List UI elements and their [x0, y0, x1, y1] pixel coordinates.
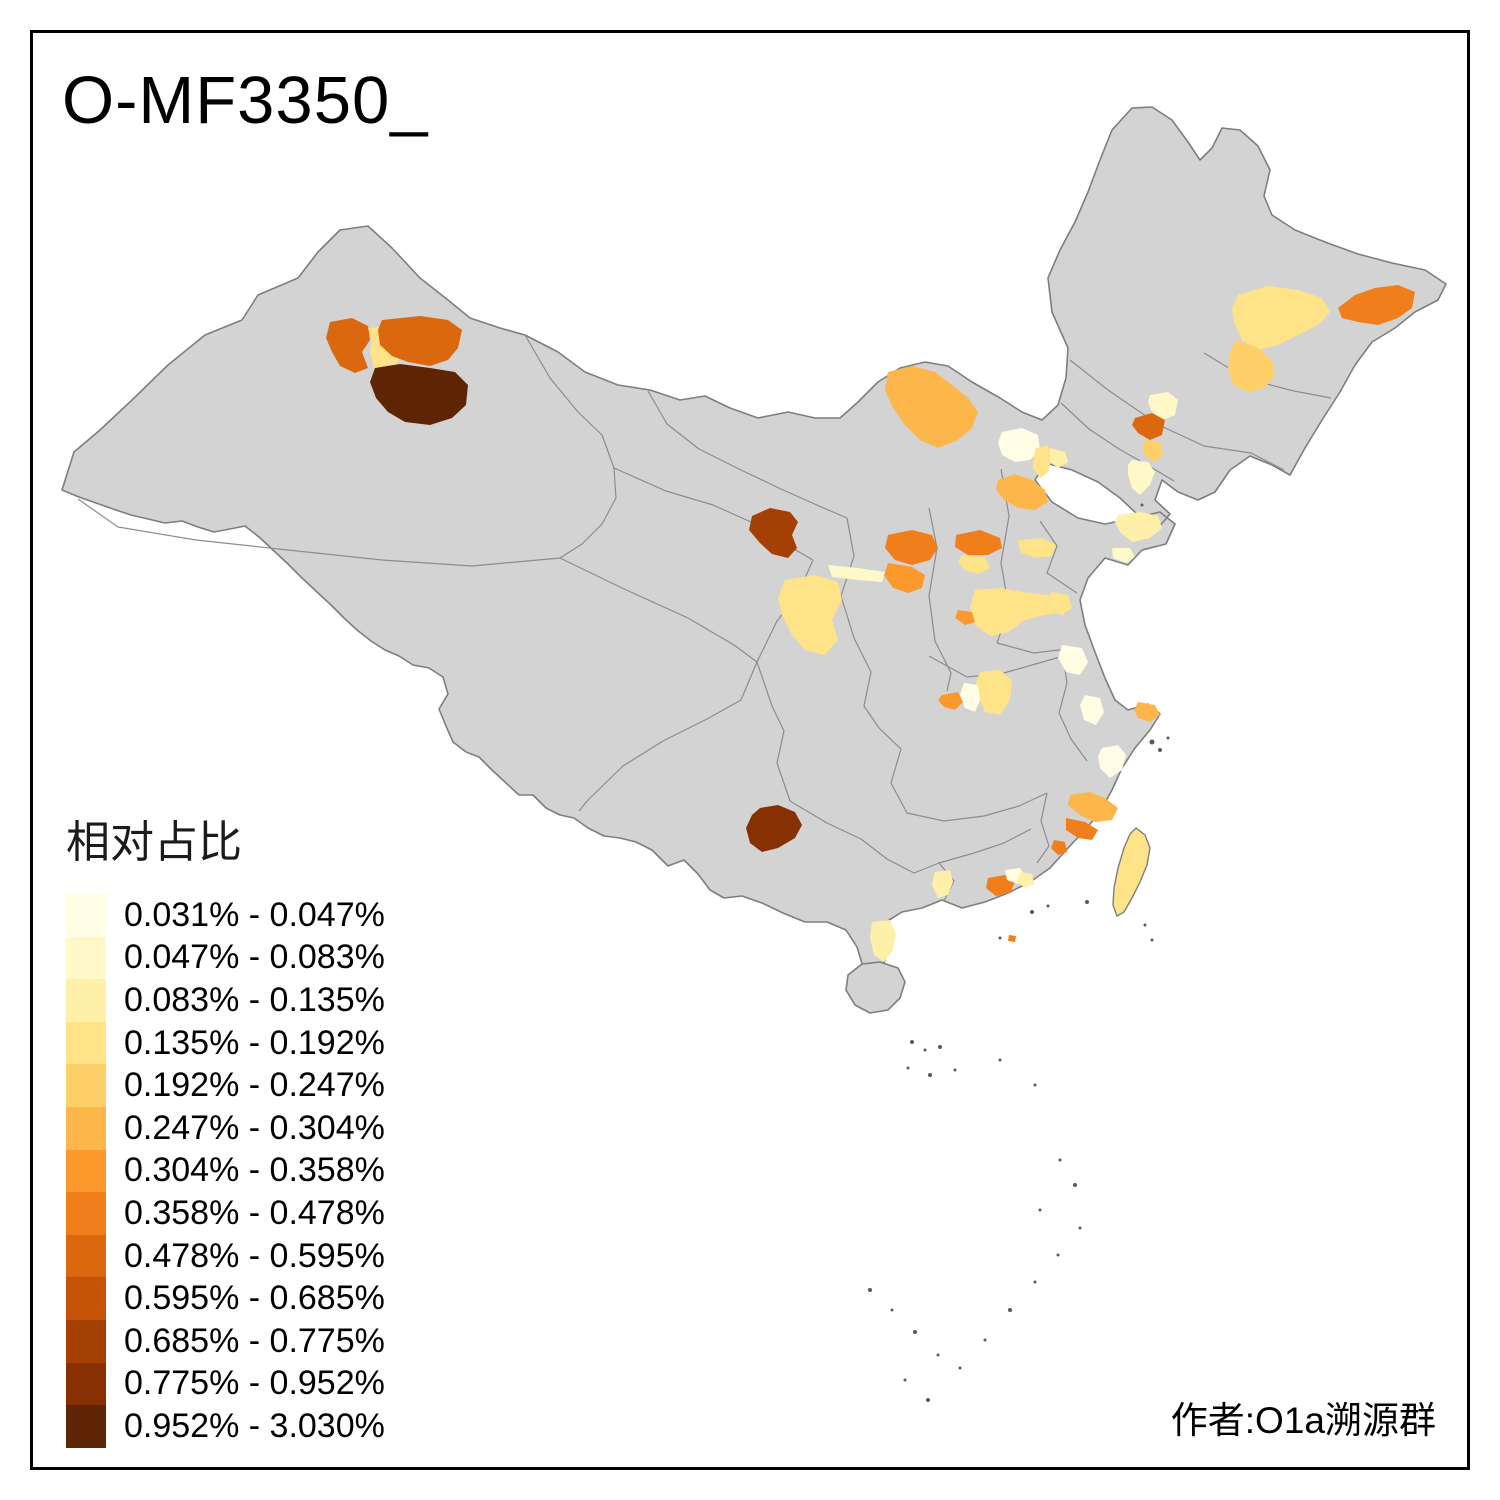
map-region	[1338, 285, 1415, 325]
map-region	[870, 920, 896, 962]
map-region	[885, 366, 978, 448]
legend-entry: 0.247% - 0.304%	[66, 1106, 385, 1150]
province-borders	[77, 334, 1332, 902]
legend-entry: 0.595% - 0.685%	[66, 1277, 385, 1320]
map-region	[885, 530, 938, 565]
legend-label: 0.083% - 0.135%	[124, 980, 385, 1019]
legend-swatch	[66, 1106, 106, 1150]
legend-label: 0.595% - 0.685%	[124, 1279, 385, 1318]
map-region	[746, 805, 802, 852]
legend-entry: 0.358% - 0.478%	[66, 1192, 385, 1235]
map-region	[378, 316, 462, 366]
map-region	[1112, 548, 1135, 563]
map-region	[1033, 445, 1052, 478]
map-region	[1068, 792, 1118, 822]
map-region	[1134, 702, 1160, 722]
legend-swatch	[66, 1319, 106, 1363]
map-region	[884, 563, 925, 593]
legend-swatch	[66, 1149, 106, 1193]
legend-swatch	[66, 979, 106, 1022]
map-region	[1051, 840, 1067, 855]
map-region	[828, 565, 885, 582]
legend-swatch	[66, 1192, 106, 1235]
map-region	[998, 428, 1040, 462]
map-region	[955, 530, 1002, 555]
legend-swatch	[66, 1362, 106, 1406]
map-region	[938, 692, 963, 710]
legend-label: 0.478% - 0.595%	[124, 1236, 385, 1275]
map-region	[1080, 695, 1104, 725]
map-region	[955, 610, 975, 625]
map-region	[1132, 413, 1165, 440]
legend-entry: 0.478% - 0.595%	[66, 1234, 385, 1278]
taiwan-island	[1112, 827, 1151, 918]
legend-entry: 0.952% - 3.030%	[66, 1405, 385, 1448]
legend-entry: 0.685% - 0.775%	[66, 1319, 385, 1363]
map-region	[326, 318, 370, 373]
legend-label: 0.304% - 0.358%	[124, 1151, 385, 1190]
map-region	[996, 474, 1048, 510]
legend-entry: 0.775% - 0.952%	[66, 1362, 385, 1406]
map-region	[1058, 645, 1088, 675]
map-region	[932, 870, 953, 898]
legend-swatch	[66, 1277, 106, 1320]
attribution-text: 作者:O1a溯源群	[1170, 1400, 1436, 1441]
legend-swatch	[66, 1234, 106, 1278]
map-region	[960, 683, 980, 712]
legend-swatch	[66, 1064, 106, 1107]
map-region	[970, 588, 1068, 636]
legend-entry: 0.135% - 0.192%	[66, 1021, 385, 1065]
map-region	[1050, 448, 1068, 468]
legend-label: 0.192% - 0.247%	[124, 1066, 385, 1105]
legend-entry: 0.047% - 0.083%	[66, 936, 385, 980]
map-region	[1128, 460, 1155, 495]
map-region	[1066, 818, 1098, 840]
legend-entry: 0.192% - 0.247%	[66, 1064, 385, 1107]
map-region	[370, 364, 468, 425]
legend-label: 0.047% - 0.083%	[124, 938, 385, 977]
hainan-island	[845, 961, 906, 1014]
legend-label: 0.031% - 0.047%	[124, 895, 385, 934]
legend-swatch	[66, 894, 106, 937]
legend-label: 0.135% - 0.192%	[124, 1023, 385, 1062]
legend-entry: 0.031% - 0.047%	[66, 894, 385, 937]
map-region	[1148, 392, 1178, 420]
legend-label: 0.775% - 0.952%	[124, 1364, 385, 1403]
legend-label: 0.685% - 0.775%	[124, 1321, 385, 1360]
choropleth-regions	[326, 285, 1415, 962]
map-region	[958, 555, 990, 574]
map-region	[1115, 512, 1162, 542]
map-region	[749, 508, 798, 558]
legend-entry: 0.304% - 0.358%	[66, 1149, 385, 1193]
map-region	[1228, 340, 1275, 392]
sea-islands	[868, 503, 1170, 1402]
legend-title: 相对占比	[66, 818, 242, 867]
map-region	[778, 575, 842, 655]
legend-swatch	[66, 936, 106, 980]
map-region	[1098, 745, 1126, 778]
legend-label: 0.952% - 3.030%	[124, 1406, 385, 1445]
map-region	[1046, 592, 1072, 615]
legend-label: 0.358% - 0.478%	[124, 1193, 385, 1232]
map-region	[1142, 440, 1163, 462]
map-region	[1017, 872, 1034, 888]
map-region	[976, 670, 1012, 715]
legend-swatch	[66, 1021, 106, 1065]
legend-label: 0.247% - 0.304%	[124, 1108, 385, 1147]
page-title: O-MF3350_	[62, 63, 429, 138]
map-region	[1232, 286, 1330, 350]
legend-entry: 0.083% - 0.135%	[66, 979, 385, 1022]
map-region	[1018, 538, 1056, 558]
legend-swatch	[66, 1405, 106, 1448]
legend: 相对占比 0.031% - 0.047% 0.047% - 0.083% 0.0…	[66, 806, 385, 1448]
map-region	[1008, 935, 1016, 942]
